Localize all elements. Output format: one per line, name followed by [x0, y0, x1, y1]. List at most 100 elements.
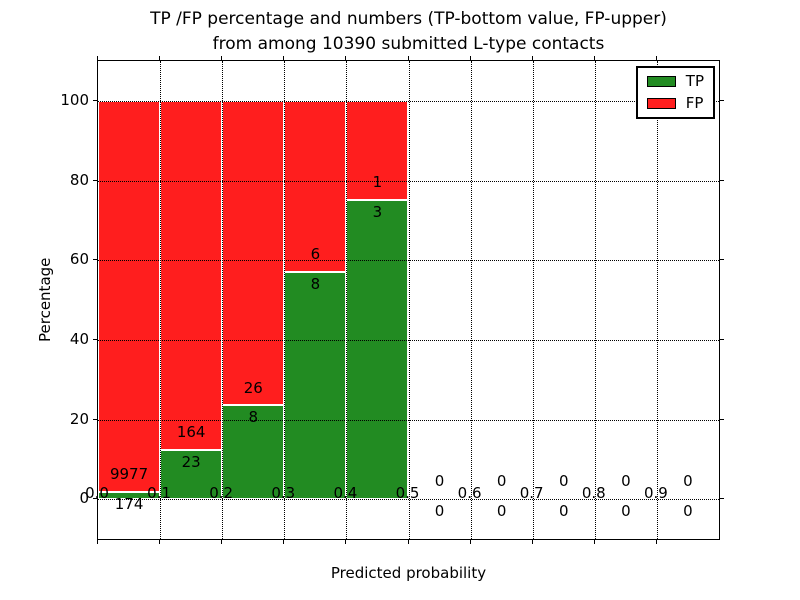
y-tick-right	[720, 259, 724, 261]
v-gridline	[656, 61, 658, 539]
legend-item-tp: TP	[646, 72, 704, 90]
y-tick	[93, 179, 97, 181]
v-gridline	[470, 61, 472, 539]
fp-count-label: 9977	[109, 465, 149, 484]
x-tick-label: 0.9	[643, 484, 668, 502]
y-tick	[93, 259, 97, 261]
fp-count-label: 0	[496, 472, 507, 491]
x-tick-top	[97, 56, 98, 60]
tp-bar-segment	[98, 492, 161, 500]
x-tick-label: 0.4	[333, 484, 358, 502]
y-tick	[93, 498, 97, 500]
fp-count-label: 26	[243, 378, 263, 397]
x-tick-label: 0.2	[209, 484, 234, 502]
y-tick	[93, 99, 97, 101]
tp-count-label: 8	[248, 408, 259, 427]
y-tick-label: 0	[79, 489, 89, 508]
legend-item-fp: FP	[646, 94, 704, 112]
fp-bar-segment	[346, 100, 409, 201]
x-tick-top	[531, 56, 533, 60]
tp-bar-segment	[222, 405, 285, 500]
x-tick-top	[159, 56, 161, 60]
x-tick-top	[407, 56, 409, 60]
fp-bar-segment	[284, 100, 347, 272]
x-tick-top	[655, 56, 657, 60]
fp-bar-segment	[222, 100, 285, 406]
fp-count-label: 1	[372, 173, 383, 192]
v-gridline	[532, 61, 534, 539]
y-tick-right	[720, 338, 724, 340]
tp-count-label: 174	[114, 495, 144, 514]
v-gridline	[284, 61, 286, 539]
fp-legend-label: FP	[685, 94, 704, 112]
x-tick-top	[469, 56, 471, 60]
y-tick-label: 20	[69, 409, 89, 428]
fp-count-label: 164	[176, 423, 206, 442]
legend: TP FP	[635, 66, 715, 119]
fp-count-label: 0	[434, 472, 445, 491]
tp-count-label: 0	[496, 502, 507, 521]
x-axis-label: Predicted probability	[330, 564, 487, 582]
x-tick	[531, 540, 533, 544]
fp-bar-segment	[160, 100, 223, 451]
y-tick-right	[720, 99, 724, 101]
x-tick-top	[593, 56, 595, 60]
x-tick	[221, 540, 223, 544]
tp-count-label: 3	[372, 203, 383, 222]
x-tick	[469, 540, 471, 544]
tp-legend-label: TP	[685, 72, 704, 90]
x-tick-label: 0.7	[519, 484, 544, 502]
x-tick	[593, 540, 595, 544]
y-axis-label: Percentage	[36, 257, 54, 343]
y-tick	[93, 418, 97, 420]
x-tick-label: 0.6	[457, 484, 482, 502]
x-tick	[97, 540, 98, 544]
fp-count-label: 0	[683, 472, 693, 491]
y-tick	[93, 338, 97, 340]
y-tick-right	[720, 498, 724, 500]
fp-count-label: 0	[621, 472, 631, 491]
x-tick	[655, 540, 657, 544]
fp-count-label: 0	[558, 472, 569, 491]
v-gridline	[594, 61, 596, 539]
tp-bar-segment	[284, 271, 347, 500]
chart-title-line2: from among 10390 submitted L-type contac…	[212, 34, 605, 54]
chart-title-line1: TP /FP percentage and numbers (TP-bottom…	[150, 9, 667, 29]
x-tick	[283, 540, 285, 544]
tp-bar-segment	[346, 200, 409, 500]
tp-legend-swatch	[646, 76, 676, 87]
y-tick-right	[720, 418, 724, 420]
x-tick-label: 0.0	[85, 484, 109, 502]
tp-count-label: 0	[558, 502, 569, 521]
x-tick-label: 0.1	[147, 484, 172, 502]
x-tick-label: 0.8	[581, 484, 606, 502]
tp-count-label: 23	[181, 453, 201, 472]
fp-legend-swatch	[646, 98, 676, 109]
v-gridline	[346, 61, 348, 539]
tp-count-label: 0	[621, 502, 631, 521]
v-gridline	[222, 61, 224, 539]
x-tick-label: 0.3	[271, 484, 296, 502]
y-tick-label: 80	[69, 170, 89, 189]
tp-count-label: 0	[683, 502, 693, 521]
x-tick	[407, 540, 409, 544]
v-gridline	[408, 61, 410, 539]
x-tick-top	[345, 56, 347, 60]
plot-area: TP FP 9977 174 164 23 26 8 6 8 1 3 0 0 0 0 0 0 0 0 0 0	[97, 60, 720, 540]
y-tick-right	[720, 179, 724, 181]
v-gridline	[160, 61, 162, 539]
y-tick-label: 40	[69, 329, 89, 348]
tp-count-label: 8	[310, 274, 321, 293]
fp-bar-segment	[98, 100, 161, 493]
x-tick	[159, 540, 161, 544]
tp-bar-segment	[160, 450, 223, 500]
fp-count-label: 6	[310, 244, 321, 263]
tp-count-label: 0	[434, 502, 445, 521]
x-tick-top	[283, 56, 285, 60]
x-tick	[345, 540, 347, 544]
x-tick-top	[221, 56, 223, 60]
y-tick-label: 100	[60, 90, 89, 109]
x-tick-label: 0.5	[395, 484, 420, 502]
y-tick-label: 60	[69, 250, 89, 269]
